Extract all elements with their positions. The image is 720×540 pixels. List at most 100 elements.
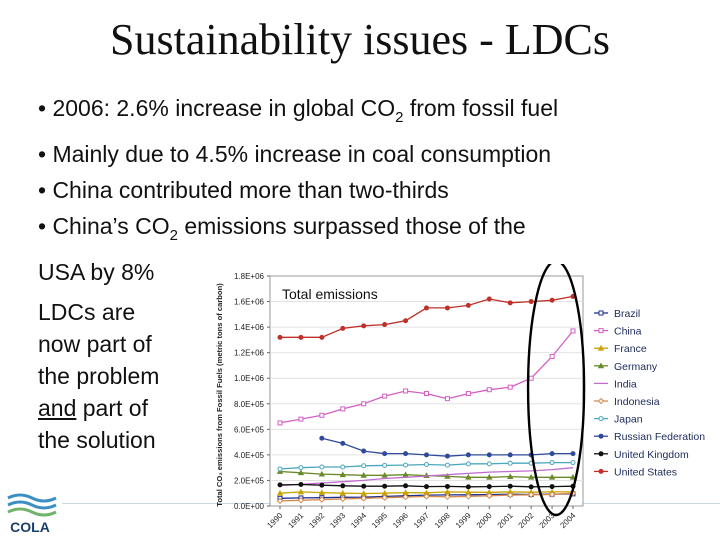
data-point-china — [277, 420, 283, 426]
data-point-indonesia — [381, 494, 388, 501]
data-point-germany — [527, 473, 535, 480]
y-tick-label: 1.2E+06 — [234, 349, 265, 358]
x-tick-label: 1994 — [349, 511, 368, 530]
data-point-united-kingdom — [340, 483, 346, 489]
data-point-japan — [361, 463, 367, 469]
data-point-united-states — [486, 296, 492, 302]
data-point-united-kingdom — [424, 484, 429, 490]
data-point-russian-federation — [319, 435, 325, 441]
data-point-indonesia — [507, 491, 514, 499]
side-rest: part of — [76, 395, 148, 421]
data-point-united-kingdom — [298, 482, 304, 488]
legend-label-japan: Japan — [614, 414, 643, 426]
legend-marker-japan — [598, 416, 604, 422]
data-point-china — [507, 384, 513, 390]
data-point-indonesia — [318, 496, 326, 503]
x-tick-label: 1995 — [370, 511, 389, 530]
bullet-2: • Mainly due to 4.5% increase in coal co… — [38, 136, 698, 172]
data-point-france — [297, 488, 305, 495]
data-point-united-states — [382, 322, 388, 328]
data-point-united-states — [403, 318, 409, 324]
data-point-russian-federation — [361, 448, 367, 454]
data-point-united-kingdom — [528, 484, 534, 490]
side-note: LDCs are now part of the problem and par… — [38, 296, 159, 456]
data-point-china — [382, 393, 388, 399]
bullet-text-continued: from fossil fuel — [403, 95, 559, 121]
subscript: 2 — [395, 109, 404, 126]
y-tick-label: 1.6E+06 — [234, 298, 265, 307]
data-point-france — [276, 489, 284, 496]
legend-label-brazil: Brazil — [614, 308, 640, 320]
bullet-list: • 2006: 2.6% increase in global CO2 from… — [38, 90, 698, 290]
data-point-germany — [465, 473, 472, 480]
data-point-united-states — [444, 305, 450, 311]
series-line-india — [279, 467, 574, 487]
data-point-china — [528, 375, 534, 381]
chart-title: Total emissions — [282, 286, 378, 302]
y-axis-label: Total CO₂ emissions from Fossil Fuels (m… — [215, 283, 224, 507]
legend-label-germany: Germany — [614, 361, 658, 373]
data-point-germany — [569, 473, 577, 480]
data-point-united-states — [361, 323, 367, 329]
data-point-germany — [360, 472, 367, 478]
data-point-united-kingdom — [382, 483, 388, 489]
legend-label-india: India — [614, 378, 637, 390]
y-tick-label: 0.0E+00 — [234, 502, 265, 511]
data-point-indonesia — [360, 495, 367, 502]
data-point-germany — [381, 472, 388, 478]
side-line-3: the problem — [38, 363, 160, 389]
x-tick-label: 2002 — [517, 511, 536, 530]
data-point-united-states — [319, 334, 325, 340]
legend-label-russian-federation: Russian Federation — [614, 431, 705, 443]
data-point-united-kingdom — [549, 484, 555, 490]
x-tick-label: 1997 — [412, 511, 431, 530]
data-point-indonesia — [423, 493, 430, 500]
data-point-indonesia — [486, 492, 493, 499]
data-point-united-states — [424, 305, 429, 311]
data-point-china — [465, 391, 471, 397]
side-line-5: the solution — [38, 427, 156, 453]
data-point-russian-federation — [570, 451, 576, 457]
legend-marker-germany — [597, 362, 605, 369]
data-point-russian-federation — [549, 451, 555, 457]
bullet-text-continued: emissions surpassed those of the — [177, 213, 526, 239]
legend-label-china: China — [614, 326, 642, 338]
x-tick-label: 1993 — [328, 511, 347, 530]
data-point-japan — [340, 464, 346, 470]
x-tick-label: 1999 — [454, 511, 473, 530]
legend-label-united-states: United States — [614, 466, 677, 478]
y-tick-label: 4.0E+05 — [234, 451, 265, 460]
data-point-china — [486, 387, 492, 393]
y-tick-label: 1.8E+06 — [234, 272, 265, 281]
legend-marker-france — [597, 344, 605, 351]
y-tick-label: 6.0E+05 — [234, 425, 265, 434]
y-tick-label: 2.0E+05 — [234, 476, 265, 485]
legend-marker-russian-federation — [598, 433, 604, 439]
x-tick-label: 2001 — [496, 511, 515, 530]
data-point-japan — [403, 462, 409, 468]
x-tick-label: 1996 — [391, 511, 410, 530]
data-point-japan — [382, 462, 388, 468]
logo-text: COLA — [10, 519, 50, 535]
legend-marker-brazil — [598, 310, 604, 316]
side-and-underlined: and — [38, 395, 77, 421]
bullet-text: • China contributed more than two-thirds — [38, 177, 449, 203]
data-point-united-kingdom — [444, 483, 450, 489]
data-point-indonesia — [444, 493, 451, 501]
data-point-united-kingdom — [486, 484, 492, 490]
data-point-united-states — [507, 300, 513, 306]
data-point-indonesia — [339, 495, 346, 503]
data-point-russian-federation — [340, 440, 346, 446]
data-point-japan — [424, 461, 429, 467]
data-point-united-states — [528, 299, 534, 305]
data-point-japan — [277, 466, 283, 472]
x-tick-label: 1998 — [433, 511, 452, 530]
data-point-france — [318, 489, 326, 495]
y-tick-label: 1.0E+06 — [234, 374, 265, 383]
legend-label-united-kingdom: United Kingdom — [614, 449, 689, 461]
data-point-germany — [486, 473, 493, 480]
legend-label-france: France — [614, 343, 647, 355]
bullet-4: • China’s CO2 emissions surpassed those … — [38, 208, 698, 254]
side-line-4: and part of — [38, 392, 159, 424]
data-point-indonesia — [276, 497, 284, 505]
